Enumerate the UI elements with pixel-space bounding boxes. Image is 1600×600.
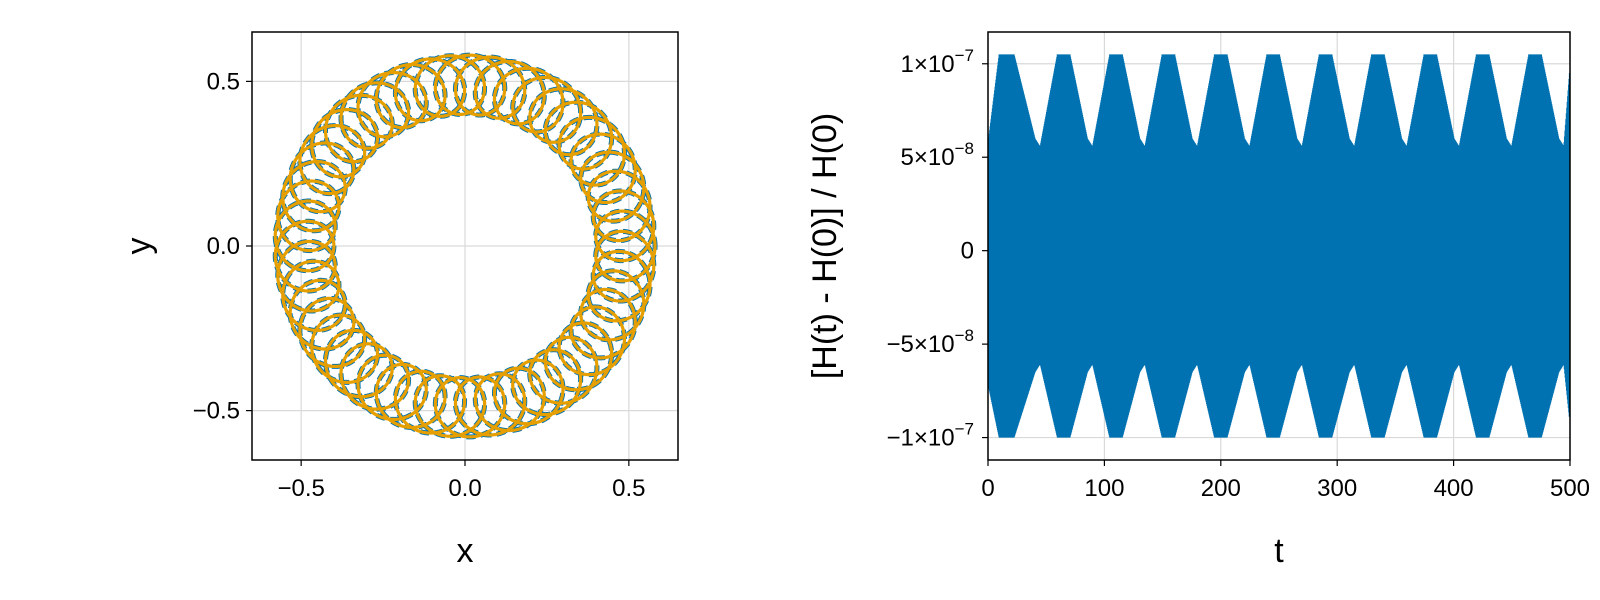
left-y-axis-label: y (120, 238, 158, 255)
left-x-tick-label: 0.0 (448, 475, 481, 502)
right-series-group (988, 54, 1570, 438)
left-y-tick-label: 0.5 (207, 68, 240, 95)
left-y-tick-label: 0.0 (207, 233, 240, 260)
right-ticks: 0 100 200 300 400 500 −1×10−7 −5×10−8 0 5×10−8 1×1… (887, 46, 1590, 502)
right-y-tick-label: 0 (961, 238, 974, 265)
right-x-tick-label: 400 (1434, 475, 1474, 502)
right-plot-frame (987, 31, 1571, 461)
right-y-tick-label: −5×10−8 (887, 326, 974, 358)
right-y-axis-label: [H(t) - H(0)] / H(0) (806, 113, 844, 379)
left-series-group (272, 52, 658, 440)
right-x-tick-label: 100 (1084, 475, 1124, 502)
orbit-solid-series (273, 53, 657, 439)
right-x-axis-label: t (1274, 532, 1284, 570)
right-x-tick-label: 0 (981, 475, 994, 502)
left-y-tick-label: −0.5 (193, 398, 240, 425)
right-y-tick-label: 5×10−8 (901, 139, 974, 171)
right-y-tick-label: 1×10−7 (901, 46, 974, 78)
energy-error-plot: 0 100 200 300 400 500 −1×10−7 −5×10−8 0 5×10−8 1×1… (806, 31, 1590, 570)
left-x-axis-label: x (457, 532, 474, 570)
right-x-tick-label: 300 (1317, 475, 1357, 502)
right-y-tick-label: −1×10−7 (887, 420, 974, 452)
orbit-plot: −0.5 0.0 0.5 −0.5 0.0 0.5 x y (120, 31, 679, 570)
right-x-tick-label: 500 (1550, 475, 1590, 502)
left-x-tick-label: 0.5 (612, 475, 645, 502)
right-x-tick-label: 200 (1201, 475, 1241, 502)
left-x-tick-label: −0.5 (277, 475, 324, 502)
left-ticks: −0.5 0.0 0.5 −0.5 0.0 0.5 (193, 68, 646, 502)
energy-error-series (988, 54, 1570, 438)
